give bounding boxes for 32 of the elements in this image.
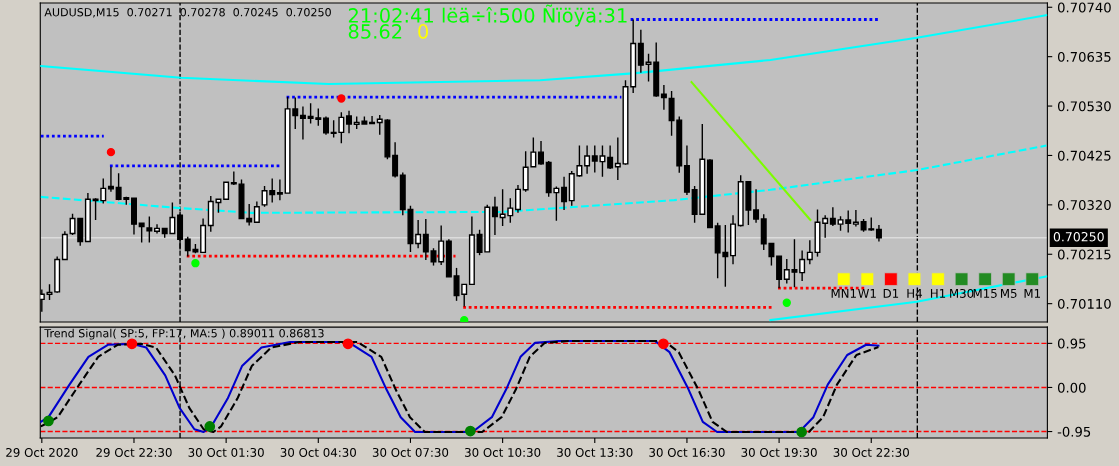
- category-label: M5: [1001, 289, 1017, 298]
- x-tick-label: 29 Oct 22:30: [96, 447, 172, 457]
- y-tick-label: 0.70320: [1057, 200, 1111, 211]
- category-label: D1: [883, 289, 899, 298]
- category-label: W1: [858, 289, 876, 298]
- category-label: H4: [907, 289, 922, 298]
- annotation: 0: [418, 24, 429, 39]
- y-tick-label: 0.70215: [1057, 249, 1111, 260]
- category-label: MN1: [831, 289, 856, 298]
- x-tick-label: 30 Oct 19:30: [741, 447, 817, 457]
- category-label: M1: [1024, 289, 1040, 298]
- x-tick-label: 30 Oct 04:30: [280, 447, 356, 457]
- chart-title: Trend Signal( SP:5, FP:17, MA:5 ) 0.89011 0.86813: [44, 328, 324, 340]
- y-tick-label: 0.70530: [1057, 101, 1111, 112]
- x-tick-label: 30 Oct 16:30: [649, 447, 725, 457]
- category-label: H1: [930, 289, 946, 298]
- x-tick-label: 30 Oct 07:30: [372, 447, 449, 457]
- y-tick-label: -0.95: [1057, 426, 1091, 437]
- x-tick-label: 30 Oct 01:30: [188, 447, 264, 457]
- x-tick-label: 29 Oct 2020: [6, 447, 78, 457]
- y-tick-label: 0.70635: [1057, 51, 1111, 62]
- category-label: M15: [973, 289, 997, 298]
- y-tick-label: 0.70740: [1057, 2, 1111, 13]
- y-tick-label: 0.00: [1057, 382, 1086, 393]
- chart-title: AUDUSD,M15 0.70271 0.70278 0.70245 0.70250: [44, 8, 331, 18]
- y-tick-label: 0.70425: [1057, 150, 1111, 161]
- y-tick-label: 0.95: [1057, 338, 1086, 349]
- ref-line-label: 0.70250: [1053, 231, 1104, 242]
- x-tick-label: 30 Oct 22:30: [833, 447, 909, 457]
- x-tick-label: 30 Oct 10:30: [465, 447, 541, 457]
- y-tick-label: 0.70110: [1057, 298, 1111, 309]
- x-tick-label: 30 Oct 13:30: [557, 447, 633, 457]
